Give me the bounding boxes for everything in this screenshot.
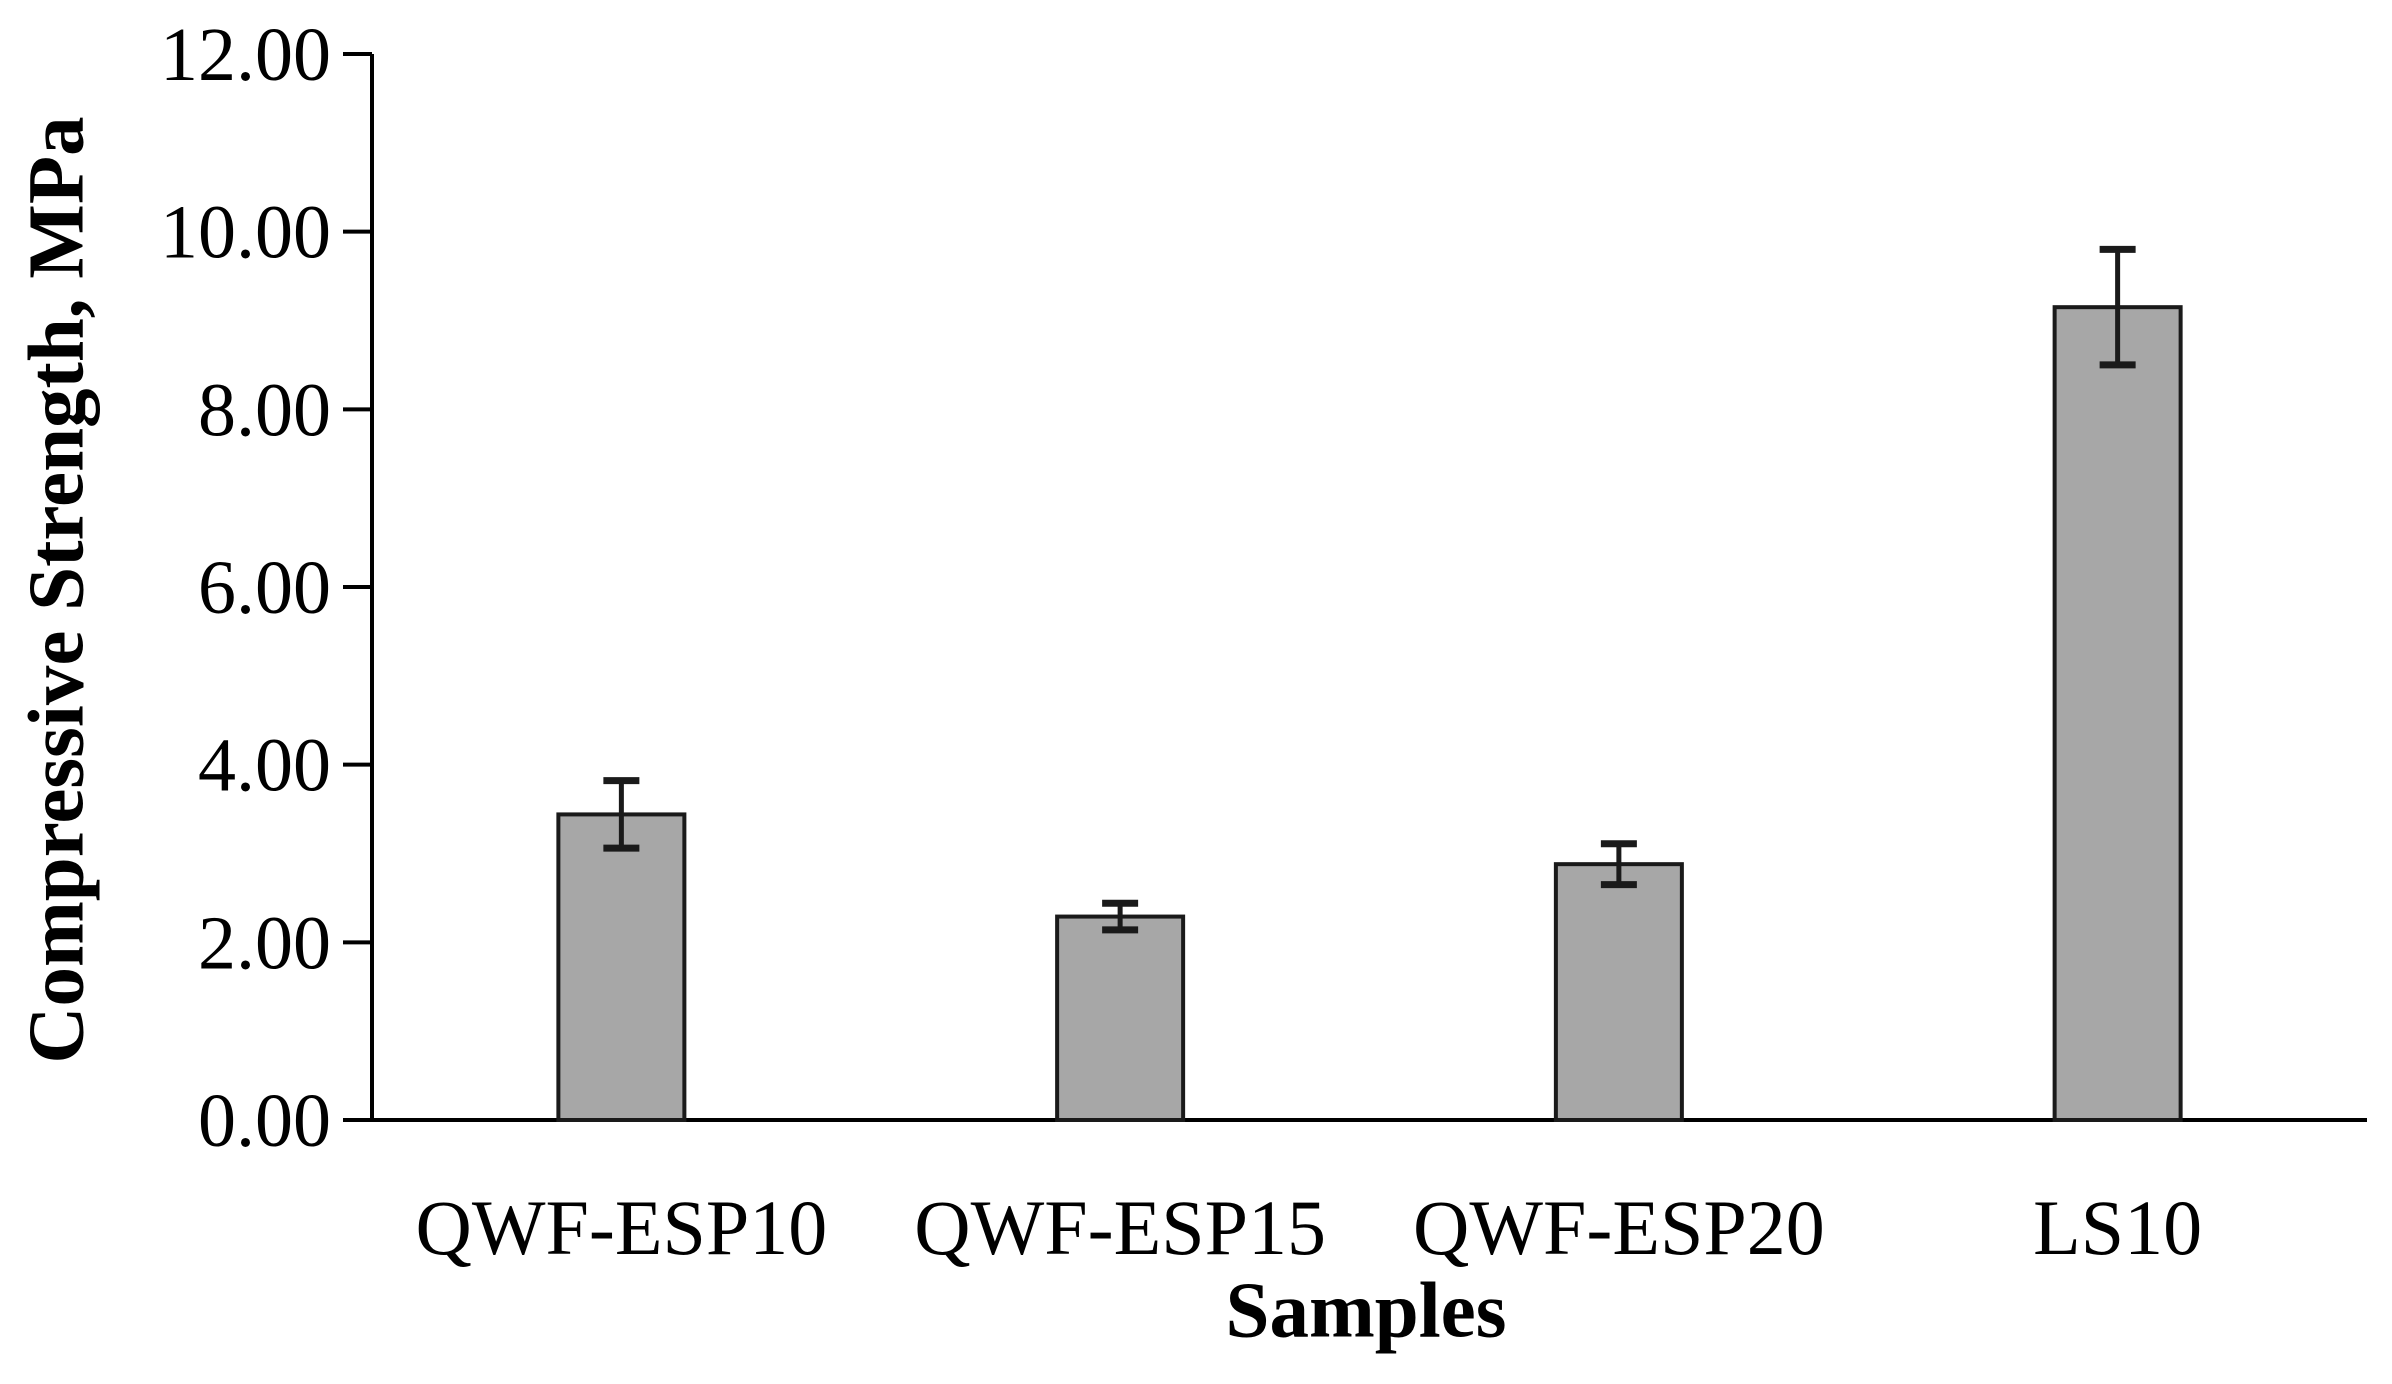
y-tick-label: 8.00	[198, 368, 331, 452]
category-label: QWF-ESP20	[1413, 1184, 1825, 1271]
y-tick-label: 0.00	[198, 1079, 331, 1163]
bar	[556, 812, 687, 1122]
x-axis-title: Samples	[1225, 1267, 1507, 1355]
y-tick-label: 4.00	[198, 724, 331, 808]
y-tick-label: 6.00	[198, 546, 331, 630]
category-label: QWF-ESP15	[914, 1184, 1326, 1271]
bar	[1553, 862, 1684, 1122]
bar	[2052, 305, 2183, 1122]
y-tick-label: 2.00	[198, 901, 331, 985]
y-tick-label: 10.00	[160, 191, 331, 275]
y-tick-label: 12.00	[160, 13, 331, 97]
bar	[1055, 914, 1186, 1122]
category-label: LS10	[2033, 1184, 2202, 1271]
category-label: QWF-ESP10	[416, 1184, 828, 1271]
y-axis-title: Compressive Strength, MPa	[13, 116, 101, 1064]
